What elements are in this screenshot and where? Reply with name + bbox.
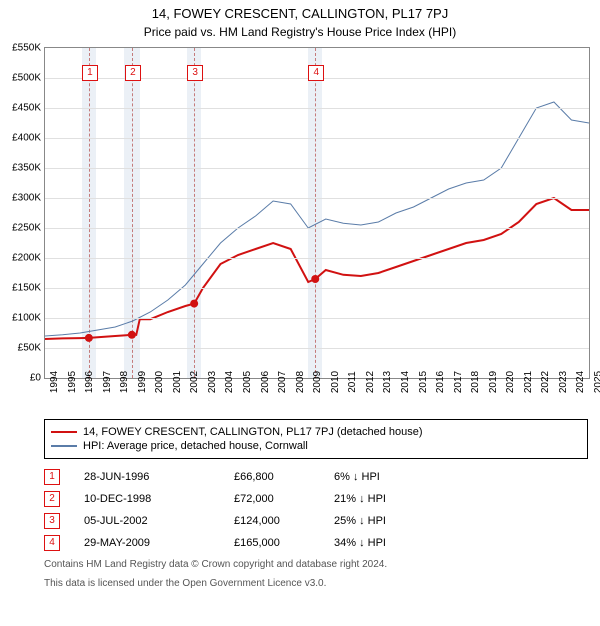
sales-row-date: 10-DEC-1998 bbox=[84, 493, 234, 505]
x-axis-label: 2017 bbox=[453, 371, 464, 393]
sale-marker-badge: 4 bbox=[308, 65, 324, 81]
sale-marker-badge: 1 bbox=[82, 65, 98, 81]
legend-row: HPI: Average price, detached house, Corn… bbox=[51, 440, 581, 452]
sales-row-price: £66,800 bbox=[234, 471, 334, 483]
x-axis-label: 2022 bbox=[540, 371, 551, 393]
sales-row-diff: 25% ↓ HPI bbox=[334, 515, 434, 527]
legend-label: 14, FOWEY CRESCENT, CALLINGTON, PL17 7PJ… bbox=[83, 426, 423, 438]
x-axis-label: 2024 bbox=[575, 371, 586, 393]
x-axis-label: 1994 bbox=[49, 371, 60, 393]
y-axis-label: £400K bbox=[1, 133, 41, 144]
gridline bbox=[45, 168, 589, 169]
x-axis-label: 2025 bbox=[593, 371, 600, 393]
x-axis-label: 2003 bbox=[207, 371, 218, 393]
sale-marker-badge: 3 bbox=[187, 65, 203, 81]
footnote-licence: This data is licensed under the Open Gov… bbox=[44, 578, 588, 589]
sale-point bbox=[311, 275, 319, 283]
y-axis-label: £150K bbox=[1, 283, 41, 294]
x-axis-label: 2018 bbox=[470, 371, 481, 393]
x-axis-label: 2016 bbox=[435, 371, 446, 393]
gridline bbox=[45, 318, 589, 319]
gridline bbox=[45, 348, 589, 349]
x-axis-label: 2005 bbox=[242, 371, 253, 393]
y-axis-label: £450K bbox=[1, 103, 41, 114]
x-axis-label: 2002 bbox=[189, 371, 200, 393]
gridline bbox=[45, 258, 589, 259]
legend: 14, FOWEY CRESCENT, CALLINGTON, PL17 7PJ… bbox=[44, 419, 588, 459]
sales-row: 2 10-DEC-1998£72,00021% ↓ HPI bbox=[44, 491, 588, 507]
x-axis-label: 2007 bbox=[277, 371, 288, 393]
x-axis-label: 1996 bbox=[84, 371, 95, 393]
plot-area: £0£50K£100K£150K£200K£250K£300K£350K£400… bbox=[44, 47, 590, 379]
chart-title: 14, FOWEY CRESCENT, CALLINGTON, PL17 7PJ bbox=[0, 6, 600, 21]
chart-area: £0£50K£100K£150K£200K£250K£300K£350K£400… bbox=[44, 47, 588, 379]
gridline bbox=[45, 288, 589, 289]
sales-row-diff: 6% ↓ HPI bbox=[334, 471, 434, 483]
y-axis-label: £300K bbox=[1, 193, 41, 204]
x-axis-label: 1998 bbox=[119, 371, 130, 393]
chart-subtitle: Price paid vs. HM Land Registry's House … bbox=[0, 25, 600, 39]
sales-row-price: £124,000 bbox=[234, 515, 334, 527]
sales-row-price: £72,000 bbox=[234, 493, 334, 505]
sales-row-marker: 4 bbox=[44, 535, 60, 551]
footnote-copyright: Contains HM Land Registry data © Crown c… bbox=[44, 559, 588, 570]
sale-point bbox=[85, 334, 93, 342]
sale-marker-badge: 2 bbox=[125, 65, 141, 81]
y-axis-label: £50K bbox=[1, 343, 41, 354]
x-axis-label: 2023 bbox=[558, 371, 569, 393]
x-axis-label: 2012 bbox=[365, 371, 376, 393]
sales-row-diff: 34% ↓ HPI bbox=[334, 537, 434, 549]
x-axis-label: 2009 bbox=[312, 371, 323, 393]
x-axis-label: 2004 bbox=[224, 371, 235, 393]
legend-swatch bbox=[51, 431, 77, 433]
sales-row-price: £165,000 bbox=[234, 537, 334, 549]
gridline bbox=[45, 228, 589, 229]
sales-row-diff: 21% ↓ HPI bbox=[334, 493, 434, 505]
sales-row-date: 05-JUL-2002 bbox=[84, 515, 234, 527]
x-axis-label: 2020 bbox=[505, 371, 516, 393]
sale-point bbox=[190, 300, 198, 308]
sales-row-date: 29-MAY-2009 bbox=[84, 537, 234, 549]
x-axis-label: 2010 bbox=[330, 371, 341, 393]
sales-row: 3 05-JUL-2002£124,00025% ↓ HPI bbox=[44, 513, 588, 529]
x-axis-label: 2013 bbox=[382, 371, 393, 393]
sales-row-marker: 2 bbox=[44, 491, 60, 507]
x-axis-label: 1997 bbox=[102, 371, 113, 393]
legend-label: HPI: Average price, detached house, Corn… bbox=[83, 440, 308, 452]
y-axis-label: £100K bbox=[1, 313, 41, 324]
sale-point bbox=[128, 331, 136, 339]
x-axis-label: 2008 bbox=[295, 371, 306, 393]
x-axis-label: 2021 bbox=[523, 371, 534, 393]
chart-container: 14, FOWEY CRESCENT, CALLINGTON, PL17 7PJ… bbox=[0, 6, 600, 626]
legend-row: 14, FOWEY CRESCENT, CALLINGTON, PL17 7PJ… bbox=[51, 426, 581, 438]
x-axis-label: 2015 bbox=[418, 371, 429, 393]
y-axis-label: £550K bbox=[1, 43, 41, 54]
y-axis-label: £350K bbox=[1, 163, 41, 174]
gridline bbox=[45, 138, 589, 139]
y-axis-label: £0 bbox=[1, 373, 41, 384]
legend-swatch bbox=[51, 445, 77, 447]
y-axis-label: £250K bbox=[1, 223, 41, 234]
x-axis-label: 1999 bbox=[137, 371, 148, 393]
x-axis-label: 2006 bbox=[260, 371, 271, 393]
sales-row: 1 28-JUN-1996£66,8006% ↓ HPI bbox=[44, 469, 588, 485]
sales-row-marker: 1 bbox=[44, 469, 60, 485]
x-axis-label: 2011 bbox=[347, 371, 358, 393]
gridline bbox=[45, 198, 589, 199]
chart-svg bbox=[45, 48, 589, 378]
x-axis-label: 1995 bbox=[67, 371, 78, 393]
y-axis-label: £200K bbox=[1, 253, 41, 264]
sales-row-date: 28-JUN-1996 bbox=[84, 471, 234, 483]
gridline bbox=[45, 108, 589, 109]
x-axis-label: 2001 bbox=[172, 371, 183, 393]
y-axis-label: £500K bbox=[1, 73, 41, 84]
x-axis-label: 2019 bbox=[488, 371, 499, 393]
x-axis-label: 2014 bbox=[400, 371, 411, 393]
x-axis-label: 2000 bbox=[154, 371, 165, 393]
sales-row-marker: 3 bbox=[44, 513, 60, 529]
sales-row: 4 29-MAY-2009£165,00034% ↓ HPI bbox=[44, 535, 588, 551]
sales-table: 128-JUN-1996£66,8006% ↓ HPI210-DEC-1998£… bbox=[44, 469, 588, 551]
